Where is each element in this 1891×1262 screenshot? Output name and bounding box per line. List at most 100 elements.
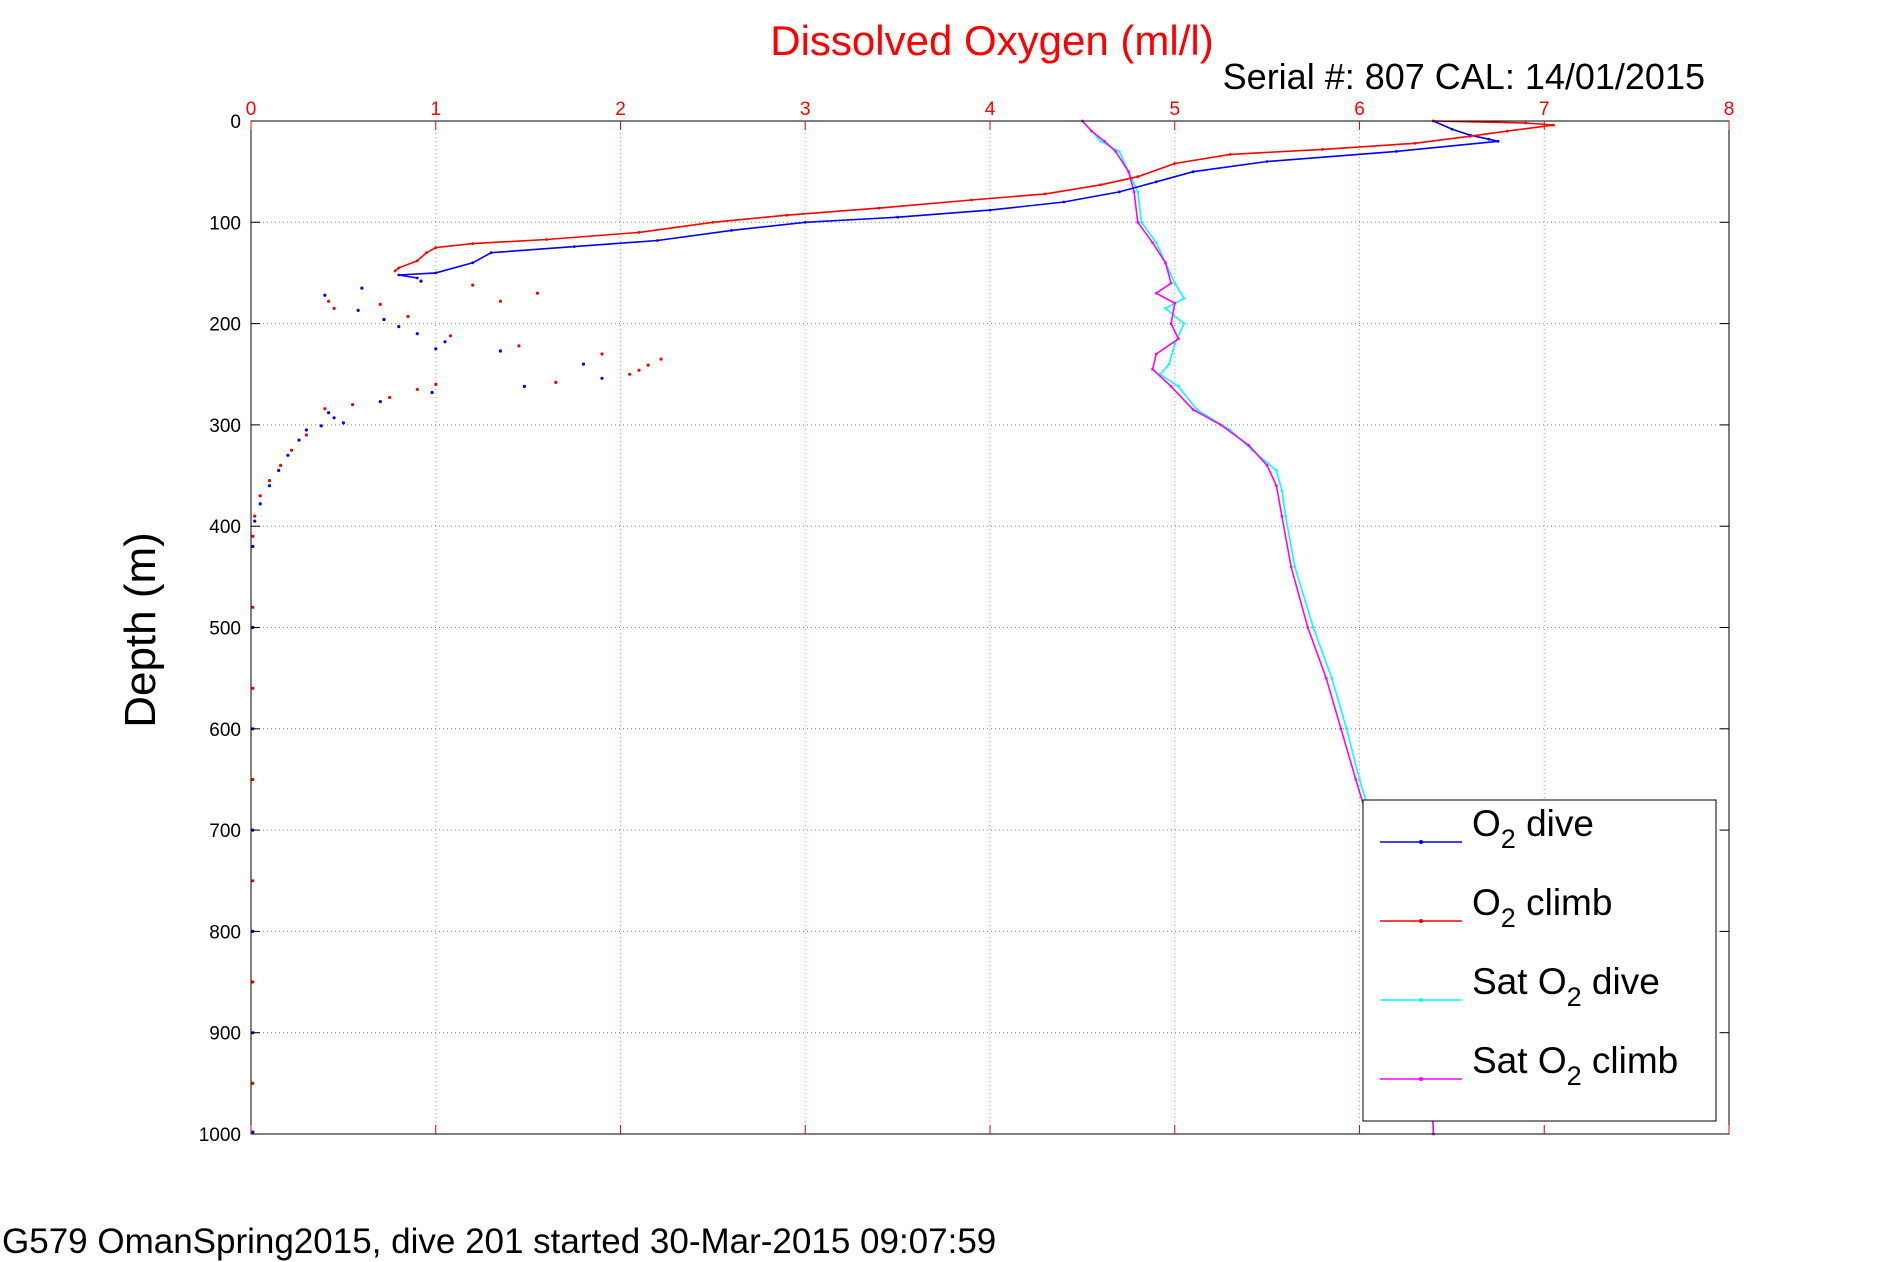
series-point-o2-dive bbox=[415, 276, 419, 280]
scatter-point-o2-climb bbox=[258, 494, 262, 498]
series-point-sat-o2-dive bbox=[1167, 362, 1171, 366]
series-point-o2-climb bbox=[1099, 183, 1103, 187]
series-point-sat-o2-climb bbox=[1169, 281, 1173, 285]
series-point-sat-o2-climb bbox=[1090, 129, 1093, 133]
legend-label-o2-dive: O2 dive bbox=[1472, 803, 1594, 854]
scatter-point-o2-dive bbox=[419, 279, 423, 283]
series-point-sat-o2-climb bbox=[1177, 337, 1180, 341]
scatter-point-o2-dive bbox=[319, 424, 323, 428]
scatter-point-o2-climb bbox=[517, 344, 521, 348]
scatter-point-o2-climb bbox=[251, 879, 255, 883]
scatter-point-o2-dive bbox=[267, 484, 272, 488]
scatter-point-o2-dive bbox=[600, 376, 604, 380]
series-point-sat-o2-dive bbox=[1154, 241, 1158, 245]
y-tick-label: 400 bbox=[209, 517, 241, 538]
scatter-point-o2-climb bbox=[251, 980, 255, 984]
series-point-o2-dive bbox=[730, 229, 733, 232]
series-point-sat-o2-climb bbox=[1247, 443, 1251, 447]
series-point-sat-o2-climb bbox=[1103, 139, 1106, 143]
scatter-point-o2-climb bbox=[406, 314, 410, 319]
series-point-o2-dive bbox=[1117, 190, 1121, 194]
footer-caption: G579 OmanSpring2015, dive 201 started 30… bbox=[2, 1222, 996, 1261]
legend-marker-o2-dive bbox=[1419, 840, 1423, 844]
scatter-point-o2-dive bbox=[382, 317, 386, 322]
series-point-o2-climb bbox=[785, 213, 789, 217]
scatter-point-o2-climb bbox=[253, 514, 257, 518]
series-point-sat-o2-climb bbox=[1219, 423, 1223, 427]
scatter-point-o2-climb bbox=[535, 291, 540, 295]
series-point-o2-climb bbox=[1321, 148, 1324, 151]
legend-marker-o2-climb bbox=[1419, 919, 1423, 923]
series-line-o2-climb bbox=[394, 120, 1554, 272]
series-point-o2-climb bbox=[397, 266, 401, 270]
scatter-point-o2-climb bbox=[659, 357, 663, 361]
scatter-point-o2-dive bbox=[434, 347, 438, 351]
scatter-point-o2-climb bbox=[267, 479, 272, 483]
series-point-sat-o2-dive bbox=[1293, 565, 1297, 569]
legend-marker-sat-o2-dive bbox=[1419, 998, 1423, 1002]
scatter-point-o2-climb bbox=[388, 395, 392, 400]
series-point-o2-climb bbox=[1524, 121, 1528, 125]
scatter-point-o2-dive bbox=[397, 325, 401, 329]
series-point-o2-dive bbox=[656, 239, 659, 242]
scatter-point-o2-dive bbox=[522, 384, 527, 388]
y-tick-label: 1000 bbox=[199, 1125, 241, 1146]
series-point-sat-o2-dive bbox=[1182, 322, 1186, 325]
series-point-sat-o2-climb bbox=[1354, 778, 1358, 781]
series-point-o2-dive bbox=[471, 261, 475, 265]
series-point-o2-climb bbox=[1044, 192, 1047, 196]
scatter-point-o2-climb bbox=[637, 368, 641, 372]
series-point-sat-o2-climb bbox=[1289, 565, 1293, 569]
series-point-o2-dive bbox=[1154, 180, 1158, 184]
series-point-sat-o2-climb bbox=[1164, 261, 1167, 265]
series-line-sat-o2-dive bbox=[1081, 120, 1435, 1135]
series-line-sat-o2-climb bbox=[1081, 120, 1435, 1135]
data-series bbox=[251, 119, 1555, 1136]
scatter-point-o2-dive bbox=[297, 438, 301, 442]
x-tick-label: 4 bbox=[985, 99, 996, 120]
scatter-point-o2-dive bbox=[378, 400, 382, 404]
series-point-sat-o2-dive bbox=[1173, 281, 1177, 285]
series-point-o2-climb bbox=[877, 206, 881, 210]
chart-subtitle: Serial #: 807 CAL: 14/01/2015 bbox=[1223, 56, 1705, 97]
series-point-sat-o2-climb bbox=[1127, 170, 1130, 174]
scatter-point-o2-climb bbox=[378, 302, 382, 306]
series-point-o2-dive bbox=[572, 245, 576, 249]
series-point-sat-o2-climb bbox=[1154, 291, 1158, 295]
series-point-o2-climb bbox=[970, 198, 973, 202]
legend: O2 dive O2 climb Sat O2 dive Sat O2 climb bbox=[1362, 799, 1717, 1122]
series-point-sat-o2-climb bbox=[1191, 408, 1195, 412]
scatter-point-o2-climb bbox=[327, 299, 331, 303]
scatter-point-o2-climb bbox=[251, 534, 255, 538]
series-point-sat-o2-dive bbox=[1358, 778, 1361, 781]
series-point-sat-o2-climb bbox=[1173, 301, 1177, 305]
y-tick-label: 0 bbox=[230, 112, 241, 133]
series-point-o2-dive bbox=[434, 271, 438, 275]
y-tick-label: 800 bbox=[209, 922, 241, 943]
y-axis-label: Depth (m) bbox=[116, 532, 165, 728]
scatter-point-o2-dive bbox=[360, 286, 364, 290]
series-point-o2-climb bbox=[1505, 129, 1509, 133]
series-point-o2-dive bbox=[1395, 150, 1398, 153]
series-point-o2-dive bbox=[988, 208, 992, 212]
y-tick-label: 700 bbox=[209, 821, 241, 842]
scatter-point-o2-climb bbox=[251, 605, 255, 609]
series-point-o2-climb bbox=[1413, 141, 1417, 145]
series-point-sat-o2-dive bbox=[1140, 220, 1143, 224]
x-tick-label: 2 bbox=[615, 99, 626, 120]
scatter-point-o2-climb bbox=[498, 299, 502, 303]
series-point-sat-o2-dive bbox=[1330, 676, 1334, 680]
scatter-point-o2-dive bbox=[277, 468, 281, 473]
series-point-sat-o2-climb bbox=[1169, 385, 1173, 388]
legend-label-sat-o2-climb: Sat O2 climb bbox=[1472, 1040, 1678, 1091]
legend-box bbox=[1362, 799, 1717, 1122]
series-point-sat-o2-dive bbox=[1275, 469, 1278, 472]
y-axis-ticks: 0 100 200 300 400 500 600 700 800 900 1000 bbox=[199, 112, 1729, 1146]
y-tick-label: 900 bbox=[209, 1024, 241, 1045]
series-point-o2-dive bbox=[896, 215, 899, 219]
x-tick-label: 5 bbox=[1169, 99, 1180, 120]
x-tick-label: 1 bbox=[430, 99, 441, 120]
scatter-point-o2-dive bbox=[258, 502, 262, 506]
series-point-sat-o2-climb bbox=[1339, 727, 1343, 731]
